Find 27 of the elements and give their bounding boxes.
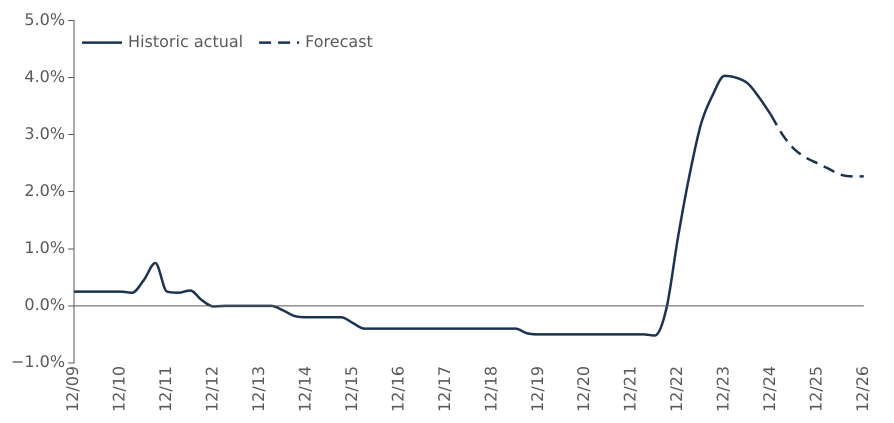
- x-tick-label: 12/20: [574, 366, 594, 412]
- x-tick-label: 12/21: [620, 366, 640, 412]
- x-tick-label: 12/18: [481, 366, 500, 412]
- x-tick-label: 12/17: [434, 366, 454, 412]
- y-tick-label: 1.0%: [24, 238, 66, 257]
- x-tick-label: 12/13: [249, 366, 268, 412]
- y-tick-label: 2.0%: [24, 180, 66, 200]
- x-tick-label: 12/16: [388, 366, 408, 412]
- x-tick-label: 12/12: [202, 366, 222, 412]
- legend-label: Historic actual: [128, 32, 244, 51]
- x-tick-label: 12/26: [852, 366, 872, 412]
- x-tick-label: 12/25: [806, 366, 826, 412]
- x-tick-label: 12/14: [295, 366, 314, 412]
- x-tick-label: 12/24: [760, 366, 780, 412]
- y-tick-label: 4.0%: [24, 66, 66, 86]
- legend-label: Forecast: [305, 32, 373, 51]
- x-tick-label: 12/19: [528, 366, 547, 412]
- x-tick-label: 12/09: [63, 366, 82, 412]
- x-tick-label: 12/23: [714, 366, 733, 412]
- y-tick-label: 0.0%: [24, 295, 66, 314]
- x-tick-label: 12/10: [110, 366, 129, 412]
- x-tick-label: 12/15: [342, 366, 361, 412]
- x-tick-label: 12/22: [667, 366, 686, 412]
- x-tick-label: 12/11: [156, 366, 176, 412]
- y-tick-label: 3.0%: [24, 124, 66, 143]
- y-tick-label: 5.0%: [24, 10, 66, 29]
- y-tick-label: −1.0%: [10, 352, 66, 372]
